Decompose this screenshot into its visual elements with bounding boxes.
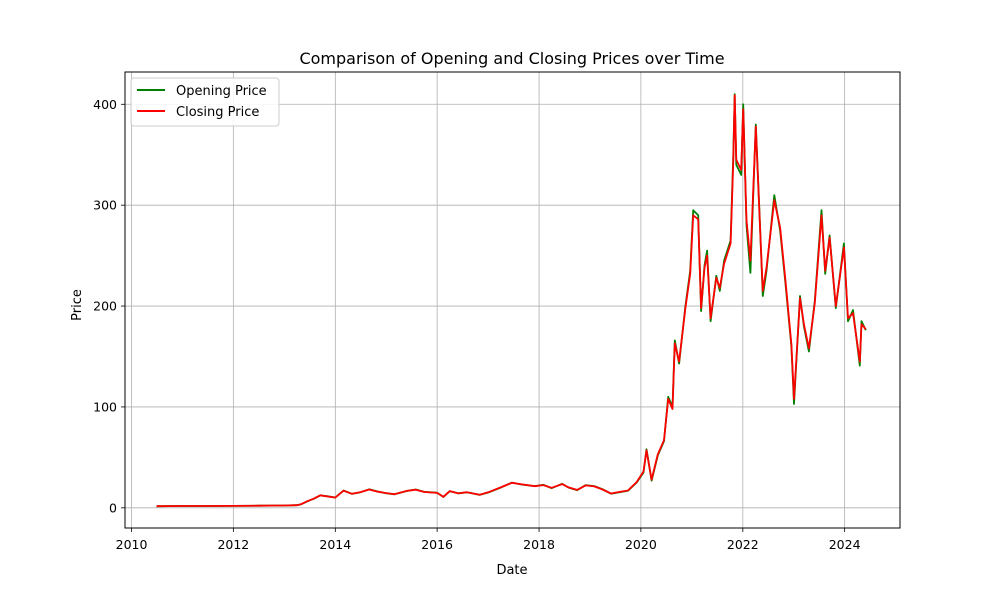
y-tick-label: 100 — [93, 399, 117, 414]
x-tick-label: 2020 — [625, 537, 657, 552]
y-tick-label: 0 — [109, 500, 117, 515]
legend-label-closing: Closing Price — [176, 105, 259, 120]
closing-price-line — [156, 94, 867, 508]
x-tick-label: 2014 — [319, 537, 351, 552]
x-tick-label: 2022 — [727, 537, 759, 552]
chart-title: Comparison of Opening and Closing Prices… — [299, 49, 724, 68]
grid — [125, 72, 900, 528]
legend-box — [130, 77, 280, 127]
x-axis-label: Date — [496, 563, 527, 578]
x-tick-label: 2010 — [116, 537, 148, 552]
legend-label-opening: Opening Price — [176, 84, 267, 99]
x-tick-label: 2016 — [421, 537, 453, 552]
plot-frame — [124, 71, 901, 529]
y-tick-label: 400 — [93, 97, 117, 112]
y-axis-ticks: 0 100 200 300 400 — [93, 97, 125, 515]
opening-price-line — [156, 93, 867, 508]
series-lines — [156, 93, 867, 508]
y-tick-label: 200 — [93, 299, 117, 314]
y-axis-label: Price — [70, 289, 85, 321]
legend: Opening Price Closing Price — [130, 77, 280, 127]
x-tick-label: 2012 — [217, 537, 249, 552]
x-tick-label: 2018 — [523, 537, 555, 552]
x-axis-ticks: 2010 2012 2014 2016 2018 2020 2022 2024 — [116, 528, 861, 552]
x-tick-label: 2024 — [829, 537, 861, 552]
y-tick-label: 300 — [93, 198, 117, 213]
